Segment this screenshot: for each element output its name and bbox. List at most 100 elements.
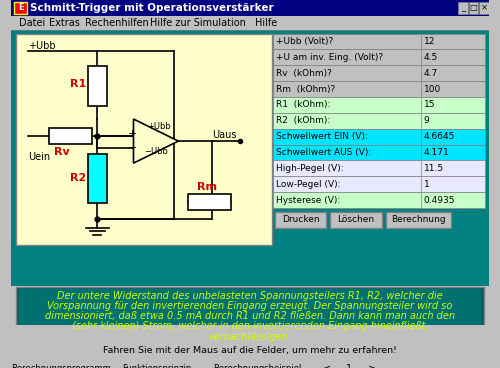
Bar: [273, 129, 485, 145]
Bar: [458, 2, 468, 14]
Bar: [421, 65, 485, 81]
Text: High-Pegel (V):: High-Pegel (V):: [276, 164, 344, 173]
Bar: [273, 65, 485, 81]
Text: Hilfe zur Simulation: Hilfe zur Simulation: [150, 18, 246, 28]
Text: Der untere Widerstand des unbelasteten Spannungsteilers R1, R2, welcher die: Der untere Widerstand des unbelasteten S…: [57, 291, 443, 301]
Bar: [188, 194, 231, 210]
Bar: [273, 176, 485, 192]
Text: Fahren Sie mit der Maus auf die Felder, um mehr zu erfahren!: Fahren Sie mit der Maus auf die Felder, …: [103, 346, 397, 355]
Bar: [273, 33, 485, 49]
Bar: [421, 160, 485, 176]
Text: Vorspannung für den invertierenden Eingang erzeugt. Der Spannungsteiler wird so: Vorspannung für den invertierenden Einga…: [48, 301, 452, 311]
Text: Extras: Extras: [50, 18, 80, 28]
Text: R2: R2: [70, 173, 86, 183]
Text: Rechenhilfen: Rechenhilfen: [85, 18, 148, 28]
Text: Rm  (kOhm)?: Rm (kOhm)?: [276, 85, 335, 93]
Text: Hilfe: Hilfe: [256, 18, 278, 28]
Text: <: <: [322, 364, 331, 368]
Bar: [330, 212, 382, 227]
Text: R2  (kOhm):: R2 (kOhm):: [276, 116, 330, 125]
Bar: [11, 16, 489, 30]
Text: −Ubb: −Ubb: [144, 147, 169, 156]
Bar: [16, 344, 484, 358]
Text: Schwellwert EIN (V):: Schwellwert EIN (V):: [276, 132, 368, 141]
Bar: [421, 192, 485, 208]
Bar: [273, 192, 485, 208]
Text: >: >: [368, 364, 377, 368]
Bar: [16, 33, 272, 245]
Bar: [88, 66, 107, 106]
Text: Rv: Rv: [54, 147, 70, 157]
Text: 1: 1: [346, 364, 352, 368]
Text: Berechnung: Berechnung: [391, 215, 446, 224]
Bar: [421, 176, 485, 192]
Bar: [468, 2, 478, 14]
Text: 4.7: 4.7: [424, 69, 438, 78]
Bar: [421, 49, 485, 65]
Text: Uein: Uein: [28, 152, 50, 162]
Text: 12: 12: [424, 37, 435, 46]
Bar: [421, 113, 485, 129]
Text: dimensioniert, daß etwa 0.5 mA durch R1 und R2 fließen. Dann kann man auch den: dimensioniert, daß etwa 0.5 mA durch R1 …: [45, 311, 455, 321]
Bar: [340, 361, 359, 368]
Bar: [317, 361, 336, 368]
Bar: [11, 30, 489, 286]
Bar: [273, 81, 485, 97]
Text: 1: 1: [424, 180, 430, 189]
Bar: [273, 145, 485, 160]
Text: +U am inv. Eing. (Volt)?: +U am inv. Eing. (Volt)?: [276, 53, 383, 62]
Bar: [273, 97, 485, 113]
Text: E: E: [18, 3, 24, 13]
Text: Low-Pegel (V):: Low-Pegel (V):: [276, 180, 340, 189]
Text: 11.5: 11.5: [424, 164, 444, 173]
Text: Berechnungsbeispiel: Berechnungsbeispiel: [214, 364, 302, 368]
Bar: [273, 160, 485, 176]
Text: 4.6645: 4.6645: [424, 132, 455, 141]
Bar: [421, 129, 485, 145]
Text: −: −: [128, 143, 137, 153]
Text: +: +: [128, 129, 137, 139]
Text: Hysterese (V):: Hysterese (V):: [276, 196, 340, 205]
Bar: [88, 154, 107, 203]
Text: Uaus: Uaus: [212, 130, 236, 140]
Bar: [16, 287, 484, 348]
Text: Funktionsprinzip: Funktionsprinzip: [122, 364, 192, 368]
Text: ×: ×: [480, 3, 488, 13]
Bar: [11, 0, 489, 16]
Text: Datei: Datei: [19, 18, 45, 28]
Text: 15: 15: [424, 100, 436, 109]
Text: Rm: Rm: [198, 182, 218, 192]
Bar: [14, 2, 28, 14]
Text: vernachlässigen.: vernachlässigen.: [208, 332, 292, 342]
Text: 0.4935: 0.4935: [424, 196, 456, 205]
Text: +Ubb: +Ubb: [28, 41, 56, 51]
Text: Drucken: Drucken: [282, 215, 320, 224]
Bar: [273, 49, 485, 65]
Bar: [421, 33, 485, 49]
Text: 100: 100: [424, 85, 441, 93]
Text: Löschen: Löschen: [338, 215, 374, 224]
Bar: [386, 212, 450, 227]
Bar: [362, 361, 382, 368]
Text: +Ubb: +Ubb: [148, 121, 171, 131]
Text: 4.5: 4.5: [424, 53, 438, 62]
Bar: [13, 361, 108, 368]
Bar: [273, 113, 485, 129]
Text: R1: R1: [70, 79, 86, 89]
Bar: [479, 2, 489, 14]
Bar: [421, 97, 485, 113]
Bar: [421, 145, 485, 160]
Text: Rv  (kOhm)?: Rv (kOhm)?: [276, 69, 332, 78]
Text: +Ubb (Volt)?: +Ubb (Volt)?: [276, 37, 333, 46]
Bar: [421, 81, 485, 97]
Text: (sehr kleinen) Strom, welcher in den invertierenden Eingang hineinfließt,: (sehr kleinen) Strom, welcher in den inv…: [72, 321, 428, 332]
Text: _: _: [461, 3, 465, 13]
Bar: [112, 361, 202, 368]
Text: □: □: [470, 3, 478, 13]
Bar: [275, 212, 326, 227]
Bar: [19, 289, 481, 340]
Bar: [11, 358, 489, 368]
Text: R1  (kOhm):: R1 (kOhm):: [276, 100, 330, 109]
Text: Berechnungsprogramm: Berechnungsprogramm: [11, 364, 111, 368]
Polygon shape: [134, 119, 178, 163]
